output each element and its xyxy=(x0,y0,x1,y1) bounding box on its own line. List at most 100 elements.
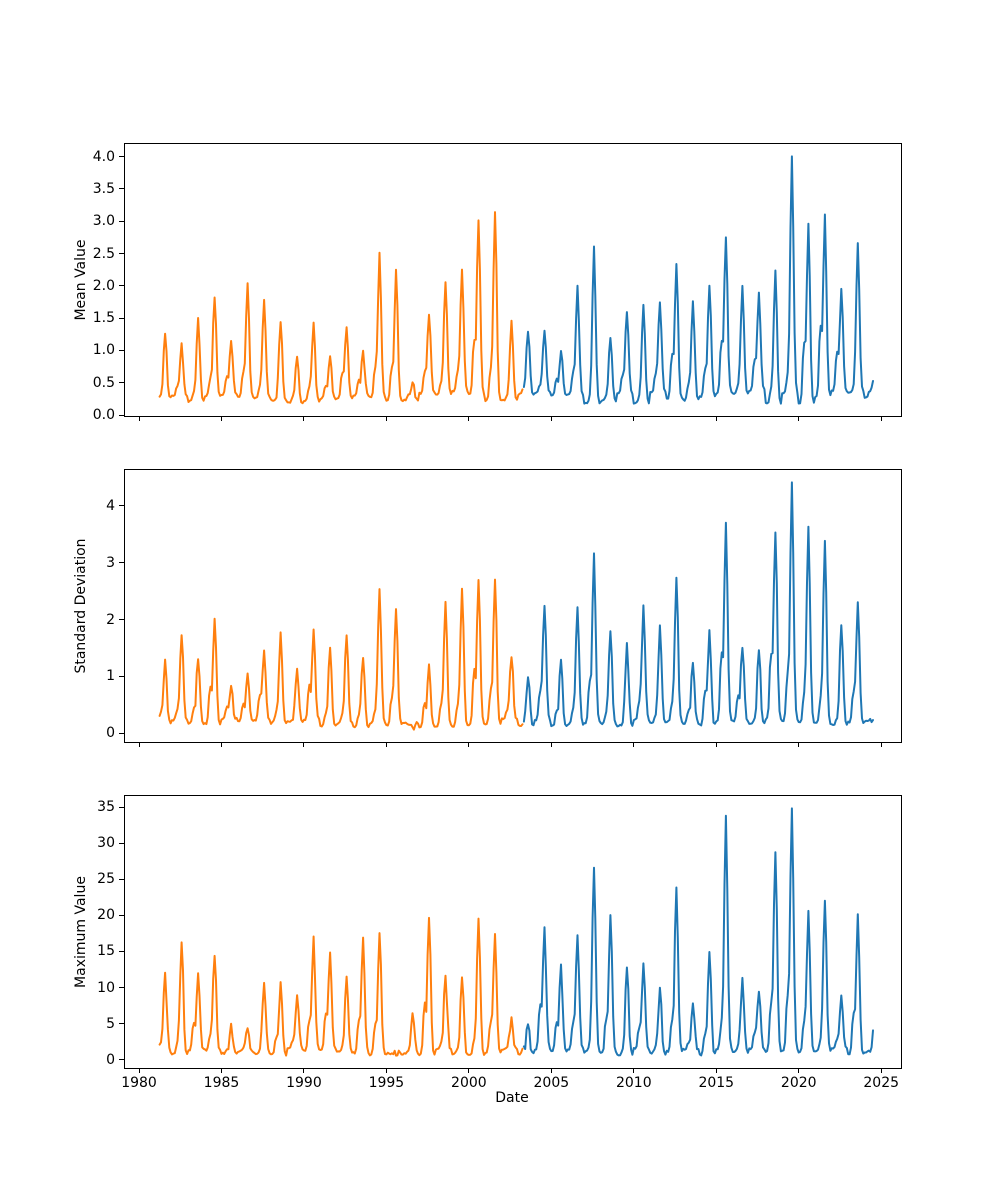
y-tick-mark xyxy=(119,414,124,416)
x-tick-label: 1980 xyxy=(121,1075,157,1091)
y-tick-label: 1.0 xyxy=(92,342,115,359)
y-tick-mark xyxy=(119,505,124,507)
y-tick-mark xyxy=(119,562,124,564)
y-tick-label: 1 xyxy=(106,668,115,685)
y-tick-mark xyxy=(119,382,124,384)
x-tick-mark xyxy=(550,416,552,421)
x-tick-mark xyxy=(633,1068,635,1073)
x-tick-label: 2015 xyxy=(698,1075,735,1091)
y-tick-label: 2.0 xyxy=(92,277,115,294)
y-tick-label: 5 xyxy=(106,1015,115,1032)
y-tick-mark xyxy=(119,619,124,621)
y-tick-mark xyxy=(119,987,124,989)
y-axis-label-mean-value: Mean Value xyxy=(73,239,89,321)
x-tick-mark xyxy=(798,742,800,747)
y-tick-label: 1.5 xyxy=(92,310,115,327)
x-tick-mark xyxy=(798,416,800,421)
y-tick-label: 2 xyxy=(106,611,115,628)
plot-area-mean-value xyxy=(158,155,874,405)
y-tick-mark xyxy=(119,285,124,287)
x-tick-mark xyxy=(138,742,140,747)
y-tick-label: 25 xyxy=(97,871,115,888)
line-segment-2003-2024 xyxy=(522,481,874,728)
line-segment-1981-2003 xyxy=(158,916,524,1057)
y-tick-mark xyxy=(119,1023,124,1025)
x-tick-label: 2000 xyxy=(451,1075,487,1091)
y-tick-label: 0 xyxy=(106,1051,115,1068)
y-tick-label: 0 xyxy=(106,725,115,742)
x-tick-label: 1995 xyxy=(368,1075,405,1091)
x-tick-mark xyxy=(138,416,140,421)
y-tick-mark xyxy=(119,317,124,319)
x-tick-mark xyxy=(880,742,882,747)
x-tick-label: 2025 xyxy=(863,1075,900,1091)
y-tick-label: 2.5 xyxy=(92,245,115,262)
y-tick-mark xyxy=(119,842,124,844)
x-tick-mark xyxy=(880,416,882,421)
y-tick-mark xyxy=(119,914,124,916)
y-tick-mark xyxy=(119,675,124,677)
x-tick-mark xyxy=(385,416,387,421)
y-tick-mark xyxy=(119,349,124,351)
line-segment-2003-2024 xyxy=(522,155,874,405)
x-tick-mark xyxy=(550,742,552,747)
plot-area-maximum-value xyxy=(158,807,874,1057)
y-tick-label: 15 xyxy=(97,943,115,960)
y-tick-mark xyxy=(119,188,124,190)
line-segment-2003-2024 xyxy=(522,807,874,1057)
x-tick-mark xyxy=(715,742,717,747)
x-tick-mark xyxy=(220,1068,222,1073)
x-tick-label: 1985 xyxy=(203,1075,240,1091)
y-tick-mark xyxy=(119,1059,124,1061)
x-tick-mark xyxy=(303,742,305,747)
x-tick-mark xyxy=(715,1068,717,1073)
x-tick-mark xyxy=(880,1068,882,1073)
x-tick-mark xyxy=(633,742,635,747)
x-tick-mark xyxy=(468,416,470,421)
y-tick-label: 4 xyxy=(106,497,115,514)
x-tick-mark xyxy=(550,1068,552,1073)
x-tick-label: 2005 xyxy=(533,1075,570,1091)
x-tick-mark xyxy=(633,416,635,421)
subplot-mean-value: 0.0 0.5 1.0 1.5 2.0 2.5 3.0 3.5 4.0 xyxy=(93,143,902,423)
y-tick-label: 3 xyxy=(106,554,115,571)
x-tick-mark xyxy=(303,1068,305,1073)
x-axis-label: Date xyxy=(495,1090,529,1106)
y-tick-mark xyxy=(119,220,124,222)
subplot-standard-deviation: 0 1 2 3 4 xyxy=(106,469,902,747)
y-tick-mark xyxy=(119,806,124,808)
y-tick-mark xyxy=(119,950,124,952)
y-tick-label: 0.0 xyxy=(92,407,115,424)
y-tick-mark xyxy=(119,732,124,734)
x-tick-label: 1990 xyxy=(286,1075,322,1091)
x-tick-mark xyxy=(468,1068,470,1073)
y-axis-label-standard-deviation: Standard Deviation xyxy=(73,538,89,674)
y-tick-label: 0.5 xyxy=(92,374,115,391)
y-tick-label: 4.0 xyxy=(92,148,115,165)
x-tick-mark xyxy=(385,742,387,747)
y-tick-label: 20 xyxy=(97,907,115,924)
y-tick-mark xyxy=(119,878,124,880)
y-axis-label-maximum-value: Maximum Value xyxy=(73,876,89,988)
x-tick-mark xyxy=(220,416,222,421)
x-tick-mark xyxy=(385,1068,387,1073)
x-tick-mark xyxy=(138,1068,140,1073)
y-tick-label: 10 xyxy=(97,979,115,996)
y-tick-label: 3.5 xyxy=(92,180,115,197)
y-tick-label: 35 xyxy=(97,799,115,816)
y-tick-mark xyxy=(119,156,124,158)
plot-area-standard-deviation xyxy=(158,481,874,731)
y-tick-label: 3.0 xyxy=(92,213,115,230)
x-tick-label: 2010 xyxy=(615,1075,652,1091)
x-tick-label: 2020 xyxy=(780,1075,817,1091)
y-tick-label: 30 xyxy=(97,835,115,852)
line-segment-1981-2003 xyxy=(158,578,524,731)
x-tick-mark xyxy=(715,416,717,421)
x-tick-mark xyxy=(303,416,305,421)
x-tick-mark xyxy=(468,742,470,747)
x-tick-mark xyxy=(798,1068,800,1073)
x-tick-mark xyxy=(220,742,222,747)
subplot-maximum-value: 1980 1985 1990 1995 2000 2005 2010 2015 2020 2025… xyxy=(97,795,902,1091)
line-segment-1981-2003 xyxy=(158,211,524,405)
